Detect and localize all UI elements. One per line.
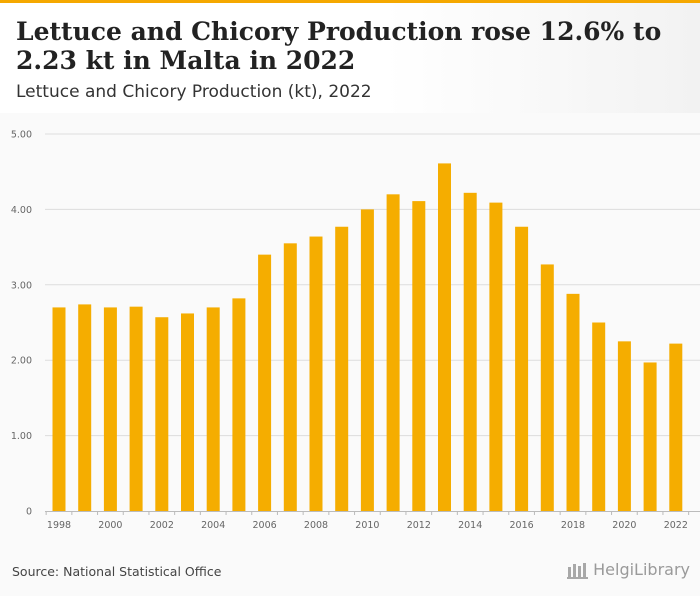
source-note: Source: National Statistical Office [12, 564, 222, 579]
bar-2021 [643, 362, 657, 511]
bar-2009 [335, 226, 349, 511]
bar-2000 [103, 307, 117, 511]
bar-2004 [206, 307, 220, 511]
x-tick-label: 2004 [201, 520, 225, 531]
bar-2011 [386, 194, 400, 511]
bar-2006 [258, 254, 272, 511]
bar-2019 [592, 322, 606, 511]
y-axis-tick-labels: 0 1.00 2.00 3.00 4.00 5.00 [11, 130, 32, 518]
bar-2008 [309, 236, 323, 511]
bar-2005 [232, 298, 246, 511]
x-tick-label: 2016 [510, 520, 534, 531]
bar-chart: 0 1.00 2.00 3.00 4.00 5.00 1998 2000 2002 2004 20… [11, 130, 700, 531]
bar-2014 [463, 192, 477, 511]
chart-title: Lettuce and Chicory Production rose 12.6… [16, 17, 662, 75]
x-axis: 1998 2000 2002 2004 2006 2008 2010 2012 2014 2016… [45, 511, 700, 531]
bar-2010 [360, 209, 374, 511]
bar-1998 [52, 307, 66, 511]
bar-1999 [78, 304, 92, 511]
bars [52, 163, 683, 511]
x-tick-label: 1998 [47, 520, 71, 531]
bar-2003 [181, 313, 194, 511]
y-tick-label: 4.00 [11, 205, 32, 216]
x-tick-label: 2014 [458, 520, 482, 531]
bar-2001 [129, 306, 143, 511]
x-tick-label: 2008 [304, 520, 328, 531]
x-tick-label: 2022 [664, 520, 688, 531]
y-tick-label: 2.00 [11, 356, 32, 367]
brand-name: HelgiLibrary [593, 560, 690, 579]
bar-2013 [438, 163, 451, 511]
bar-2020 [617, 341, 631, 511]
accent-bar [0, 0, 700, 3]
bar-2018 [566, 293, 580, 511]
x-tick-label: 2006 [253, 520, 277, 531]
bar-2002 [155, 317, 169, 511]
bar-2012 [412, 201, 426, 511]
x-tick-label: 2012 [407, 520, 431, 531]
y-tick-label: 5.00 [11, 130, 32, 141]
x-tick-label: 2020 [612, 520, 636, 531]
bar-2016 [515, 226, 529, 511]
bar-2022 [669, 343, 683, 511]
bar-2007 [283, 243, 297, 511]
y-tick-label: 3.00 [11, 280, 32, 291]
y-tick-label: 1.00 [11, 431, 32, 442]
chart-subtitle: Lettuce and Chicory Production (kt), 202… [16, 82, 372, 102]
x-tick-label: 2018 [561, 520, 585, 531]
brand-logo: HelgiLibrary [567, 560, 690, 579]
y-tick-label: 0 [26, 507, 32, 518]
header: Lettuce and Chicory Production rose 12.6… [0, 3, 700, 113]
x-tick-label: 2002 [150, 520, 174, 531]
x-tick-label: 2000 [98, 520, 122, 531]
library-icon [567, 562, 589, 579]
bar-2017 [540, 264, 554, 511]
bar-2015 [489, 202, 503, 511]
x-tick-label: 2010 [355, 520, 379, 531]
